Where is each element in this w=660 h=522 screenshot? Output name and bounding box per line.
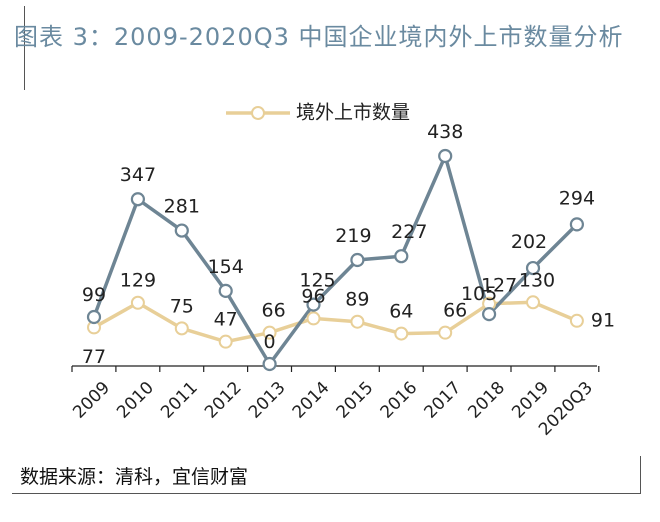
- overseas-point: [526, 295, 540, 310]
- overseas-data-label: 96: [301, 285, 325, 307]
- x-tick-label: 2013: [245, 378, 290, 423]
- domestic-data-label: 219: [335, 225, 371, 247]
- overseas-data-label: 89: [345, 289, 369, 311]
- domestic-point: [394, 249, 409, 264]
- overseas-point: [306, 311, 321, 326]
- domestic-point: [174, 223, 189, 238]
- domestic-point: [350, 252, 365, 268]
- x-tick-label: 2009: [69, 378, 114, 423]
- overseas-data-label: 66: [443, 300, 467, 322]
- x-tick-label: 2018: [464, 378, 509, 423]
- domestic-data-label: 99: [82, 284, 106, 306]
- overseas-data-label: 130: [519, 269, 555, 291]
- chart-title: 图表 3：2009-2020Q3 中国企业境内外上市数量分析: [14, 23, 624, 51]
- overseas-point: [569, 313, 584, 328]
- overseas-series-line: [93, 300, 578, 344]
- domestic-point: [130, 192, 145, 207]
- source-note: 数据来源：清科，宜信财富: [20, 466, 249, 488]
- domestic-data-label: 347: [120, 164, 156, 186]
- domestic-data-label: 294: [559, 187, 595, 209]
- overseas-point: [438, 325, 453, 340]
- overseas-data-label: 77: [82, 346, 106, 368]
- x-tick-label: 2015: [333, 378, 378, 423]
- domestic-data-label: 227: [391, 221, 427, 243]
- x-tick-label: 2016: [377, 378, 422, 423]
- x-tick-label: 2012: [201, 378, 246, 423]
- domestic-data-label: 154: [208, 256, 244, 278]
- frame-bottom-line: [12, 493, 641, 494]
- x-tick-label: 2014: [289, 378, 334, 423]
- overseas-point: [262, 325, 277, 340]
- domestic-series-line: [92, 150, 579, 368]
- domestic-point: [438, 148, 453, 164]
- overseas-data-label: 127: [481, 275, 517, 297]
- overseas-data-label: 129: [120, 270, 156, 292]
- overseas-point: [174, 321, 189, 336]
- overseas-data-label: 47: [214, 309, 238, 331]
- domestic-point: [482, 307, 497, 322]
- legend-overseas-swatch-marker: [251, 106, 265, 120]
- domestic-data-label: 125: [299, 270, 335, 292]
- overseas-data-label: 91: [591, 309, 615, 331]
- x-tick-label: 2017: [420, 378, 465, 423]
- domestic-point: [86, 309, 102, 325]
- overseas-point: [394, 326, 409, 341]
- domestic-point: [569, 217, 585, 232]
- overseas-data-label: 66: [262, 300, 286, 322]
- domestic-data-label: 0: [264, 331, 276, 353]
- domestic-data-label: 438: [427, 121, 463, 143]
- x-tick-label: 2011: [157, 378, 202, 423]
- overseas-data-label: 75: [170, 295, 194, 317]
- x-tick-label: 2010: [113, 378, 158, 423]
- domestic-data-label: 202: [511, 231, 547, 253]
- domestic-point: [525, 260, 541, 276]
- overseas-point: [218, 334, 233, 349]
- overseas-data-label: 64: [389, 301, 413, 323]
- overseas-point: [130, 295, 145, 310]
- frame-right-line: [640, 456, 641, 494]
- domestic-data-label: 281: [164, 196, 200, 218]
- domestic-point: [306, 297, 321, 312]
- domestic-data-label: 105: [461, 283, 497, 305]
- domestic-point: [218, 283, 233, 298]
- legend-overseas-label: 境外上市数量: [296, 102, 410, 124]
- frame-left-line: [24, 6, 25, 90]
- domestic-point: [262, 356, 277, 372]
- overseas-point: [350, 314, 365, 329]
